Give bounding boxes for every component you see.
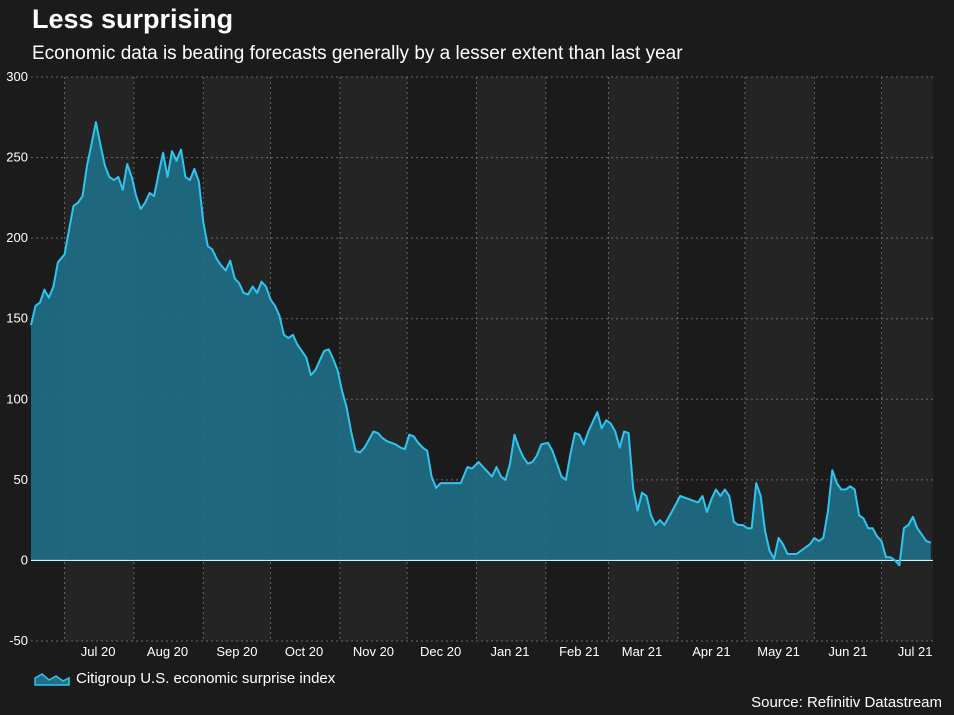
x-tick-label: Apr 21 — [692, 644, 730, 659]
y-tick-label: -50 — [9, 633, 28, 648]
legend-label: Citigroup U.S. economic surprise index — [76, 670, 336, 687]
x-tick-label: Jan 21 — [490, 644, 529, 659]
x-tick-label: Nov 20 — [353, 644, 394, 659]
x-tick-label: Feb 21 — [559, 644, 599, 659]
x-tick-label: Dec 20 — [420, 644, 461, 659]
x-tick-label: Mar 21 — [622, 644, 662, 659]
x-tick-label: Oct 20 — [285, 644, 323, 659]
x-tick-label: Sep 20 — [216, 644, 257, 659]
y-axis: -50 0 50 100 150 200 250 300 — [6, 69, 28, 648]
chart-title: Less surprising — [32, 4, 234, 34]
series-area — [31, 122, 931, 566]
y-tick-label: 0 — [21, 552, 28, 567]
series-line — [30, 121, 932, 567]
y-tick-label: 100 — [6, 391, 28, 406]
y-tick-label: 50 — [14, 472, 28, 487]
area-layer — [30, 121, 933, 567]
x-tick-label: Aug 20 — [147, 644, 188, 659]
x-tick-label: Jun 21 — [828, 644, 867, 659]
x-tick-label: May 21 — [757, 644, 800, 659]
y-tick-label: 250 — [6, 150, 28, 165]
chart-subtitle: Economic data is beating forecasts gener… — [32, 43, 683, 64]
y-tick-label: 200 — [6, 230, 28, 245]
x-axis: Jul 20 Aug 20 Sep 20 Oct 20 Nov 20 Dec 20 Jan … — [81, 644, 933, 659]
y-tick-label: 150 — [6, 311, 28, 326]
legend: Citigroup U.S. economic surprise index — [34, 670, 335, 687]
x-tick-label: Jul 20 — [81, 644, 116, 659]
y-tick-label: 300 — [6, 69, 28, 84]
source-note: Source: Refinitiv Datastream — [751, 694, 942, 711]
x-tick-label: Jul 21 — [898, 644, 933, 659]
legend-swatch — [34, 672, 70, 686]
